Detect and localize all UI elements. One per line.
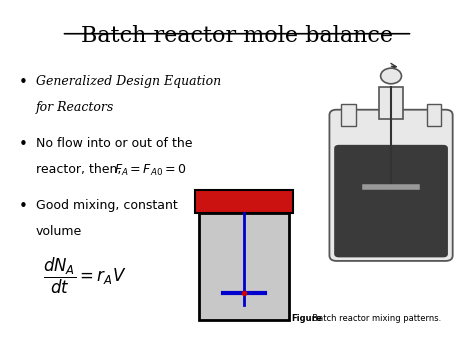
Text: •: • (19, 75, 28, 89)
Bar (341, 104, 356, 126)
Text: Good mixing, constant: Good mixing, constant (36, 199, 177, 212)
Text: reactor, then,: reactor, then, (36, 163, 125, 176)
Text: Figure: Figure (292, 314, 322, 323)
Bar (379, 87, 403, 119)
Text: Batch reactor mixing patterns.: Batch reactor mixing patterns. (307, 314, 441, 323)
Text: for Reactors: for Reactors (36, 101, 114, 114)
Text: $\dfrac{dN_A}{dt} = r_A V$: $\dfrac{dN_A}{dt} = r_A V$ (43, 256, 126, 296)
Bar (427, 104, 441, 126)
FancyBboxPatch shape (195, 190, 293, 213)
FancyBboxPatch shape (334, 145, 448, 257)
Text: volume: volume (36, 225, 82, 239)
Text: Generalized Design Equation: Generalized Design Equation (36, 75, 221, 88)
Text: •: • (19, 199, 28, 214)
FancyBboxPatch shape (329, 110, 453, 261)
Text: $F_A = F_{A0} = 0$: $F_A = F_{A0} = 0$ (114, 163, 186, 179)
Circle shape (381, 68, 401, 84)
Text: No flow into or out of the: No flow into or out of the (36, 137, 192, 150)
FancyBboxPatch shape (199, 213, 289, 320)
Text: •: • (19, 137, 28, 152)
Text: Batch reactor mole balance: Batch reactor mole balance (81, 25, 393, 47)
